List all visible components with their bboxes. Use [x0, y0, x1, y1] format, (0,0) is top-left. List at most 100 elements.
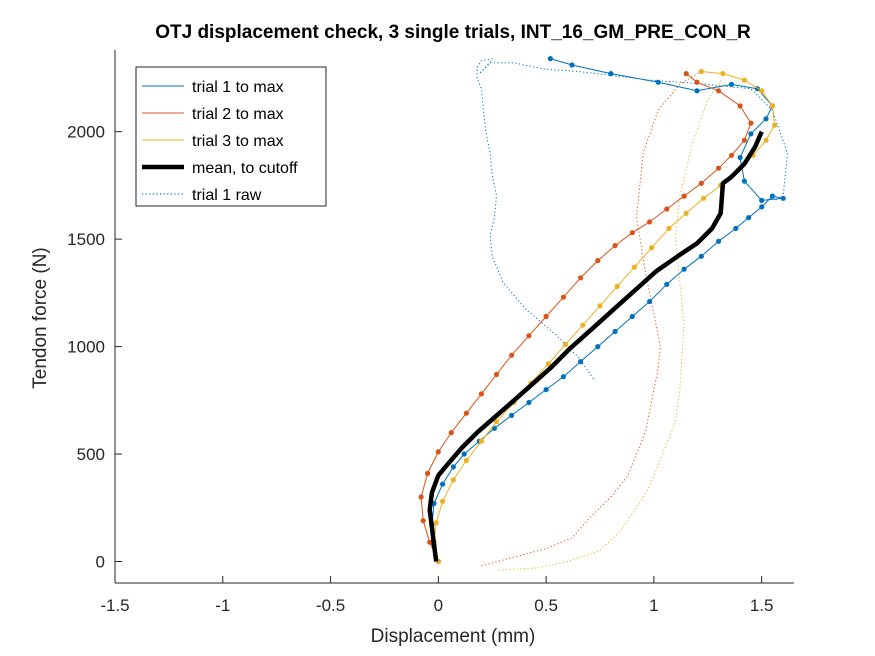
data-point [491, 425, 497, 431]
series-trial-2-to-max [418, 71, 754, 565]
data-point [737, 154, 743, 161]
data-point [435, 449, 441, 455]
data-point [681, 193, 687, 199]
data-point [694, 88, 700, 94]
legend-item-mean-to-cutoff: mean, to cutoff [142, 160, 298, 177]
data-point [748, 120, 754, 126]
y-tick-label: 1500 [67, 230, 105, 249]
data-point [612, 328, 618, 335]
series-trial-2-raw [481, 71, 702, 567]
data-point [741, 137, 748, 143]
x-tick-label: 0.5 [534, 596, 558, 615]
data-point [545, 361, 551, 367]
series-line-trial-2-raw [481, 71, 702, 567]
series-mean-to-cutoff [427, 130, 764, 562]
data-point [425, 470, 431, 476]
series-layer [418, 56, 788, 571]
data-point [681, 266, 687, 272]
data-point [463, 457, 469, 464]
data-point [664, 281, 670, 287]
x-tick-label: -1.5 [100, 596, 129, 615]
x-tick-label: -1 [215, 596, 230, 615]
chart-title: OTJ displacement check, 3 single trials,… [155, 22, 751, 43]
legend-item-trial-2-to-max: trial 2 to max [142, 106, 284, 123]
data-point [694, 79, 700, 85]
data-point [578, 275, 584, 281]
data-point [569, 62, 575, 68]
data-point [716, 165, 722, 171]
data-point [759, 197, 765, 203]
legend-label: trial 1 raw [192, 187, 262, 204]
data-point [448, 430, 454, 436]
x-tick-label: 0 [434, 596, 443, 615]
data-point [655, 79, 661, 85]
data-point [509, 352, 515, 358]
data-point [741, 77, 748, 83]
data-point [478, 438, 484, 444]
data-point [683, 71, 689, 77]
data-point [698, 68, 704, 75]
data-point [420, 518, 426, 524]
x-axis-label: Displacement (mm) [371, 626, 536, 647]
data-point [463, 410, 469, 416]
x-tick-label: -0.5 [316, 596, 345, 615]
data-point [698, 253, 704, 259]
data-point [763, 116, 769, 122]
data-point [728, 152, 735, 158]
data-point [614, 283, 620, 289]
axis-layer: -1.5 -1 -0.5 0 0.5 1 1.5 0 500 1000 1500 2000 [67, 50, 794, 615]
data-point [440, 481, 446, 487]
x-tick-label: 1.5 [750, 596, 774, 615]
data-point [759, 88, 765, 94]
data-point [629, 313, 635, 320]
legend-label: trial 1 to max [192, 79, 284, 96]
data-point [629, 230, 635, 236]
data-point [440, 498, 446, 504]
data-point [733, 225, 739, 231]
x-tick-label: 1 [649, 596, 658, 615]
data-point [763, 137, 769, 143]
data-point [664, 206, 670, 212]
series-line-mean-to-cutoff [427, 130, 764, 562]
data-point [562, 341, 569, 347]
data-point [649, 245, 655, 251]
series-line-trial-1-to-max [431, 58, 784, 562]
legend-label: mean, to cutoff [192, 160, 298, 177]
data-point [700, 195, 707, 201]
series-line-trial-2-to-max [420, 73, 752, 562]
data-point [560, 374, 567, 380]
legend-label: trial 2 to max [192, 106, 284, 123]
data-point [595, 258, 601, 264]
data-point [597, 303, 603, 309]
data-point [450, 477, 456, 483]
legend-item-trial-1-to-max: trial 1 to max [142, 79, 284, 96]
legend-item-trial-3-to-max: trial 3 to max [142, 133, 284, 150]
data-point [450, 464, 456, 470]
data-point [769, 103, 776, 109]
data-point [728, 81, 735, 87]
data-point [720, 71, 726, 77]
data-point [595, 344, 601, 350]
data-point [698, 180, 704, 186]
data-point [547, 56, 554, 62]
legend-item-trial-1-raw: trial 1 raw [142, 187, 262, 204]
y-tick-label: 0 [96, 553, 105, 572]
data-point [737, 103, 743, 109]
legend-label: trial 3 to max [192, 133, 284, 150]
data-point [493, 371, 500, 378]
data-point [683, 210, 689, 216]
data-point [780, 195, 786, 201]
data-point [543, 313, 549, 320]
data-point [580, 322, 586, 328]
data-point [418, 494, 424, 500]
data-point [427, 539, 433, 545]
data-point [769, 193, 776, 199]
legend: trial 1 to max trial 2 to max trial 3 to m… [135, 66, 327, 207]
data-point [631, 264, 638, 270]
data-point [716, 238, 722, 244]
data-point [741, 178, 748, 184]
data-point [526, 333, 532, 339]
data-point [666, 225, 672, 231]
data-point [543, 387, 549, 393]
y-axis-label: Tendon force (N) [30, 247, 51, 389]
